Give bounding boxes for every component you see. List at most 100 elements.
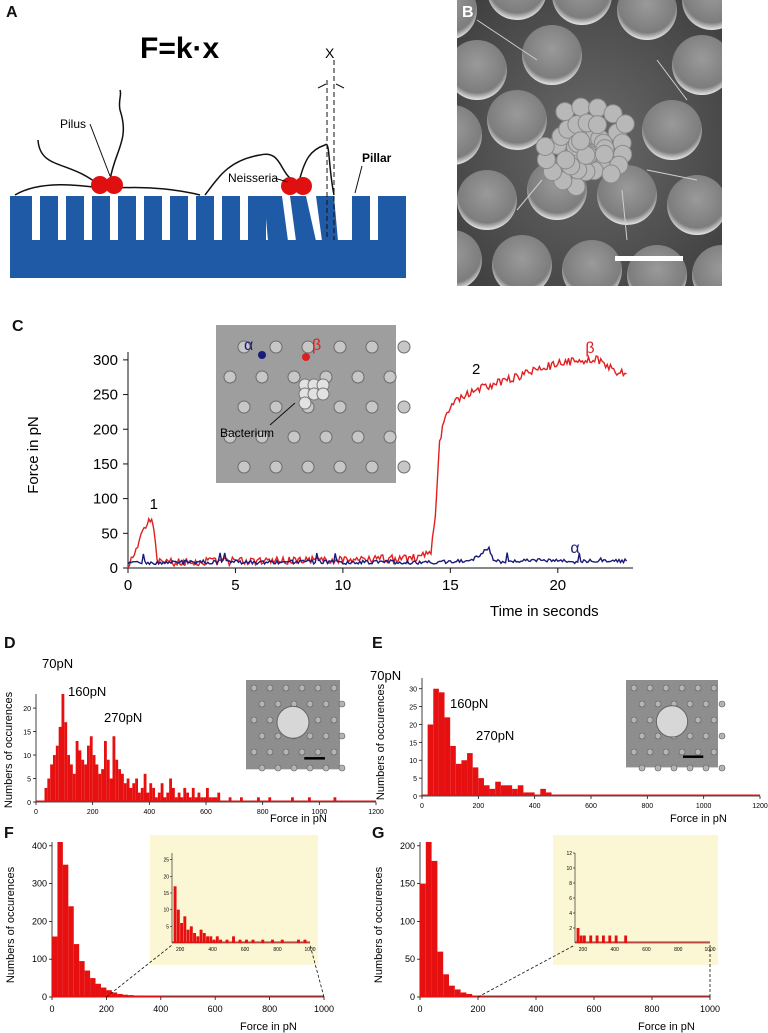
histogram-bar (146, 792, 150, 802)
inset-x-tick-label: 600 (642, 947, 651, 953)
sem-pillar (492, 235, 552, 286)
inset-y-tick-label: 4 (569, 911, 572, 917)
sem-pillar (552, 0, 612, 25)
histogram-bar (466, 993, 473, 997)
sem-pillar (457, 105, 482, 165)
inset-histogram-bar (261, 939, 265, 943)
inset-histogram-bar (608, 935, 612, 943)
series-line-alpha (127, 545, 628, 566)
histogram-bar (89, 736, 93, 802)
y-tick-label: 150 (93, 456, 118, 473)
inset-histogram-bar (280, 939, 284, 943)
histogram-bar (172, 787, 175, 802)
inset-pillar (301, 460, 315, 474)
thumbnail-pillar (678, 684, 686, 692)
annotation-70pn: 70pN (370, 668, 401, 683)
y-tick-label: 10 (23, 753, 31, 760)
histogram-bar (87, 745, 90, 802)
inset-x-tick-label: 400 (611, 947, 620, 953)
panel-letter-f: F (4, 825, 14, 842)
histogram-bar (67, 755, 70, 802)
annotation-70pn: 70pN (42, 656, 73, 671)
inset-pillar (237, 340, 251, 354)
histogram-bar (58, 726, 62, 802)
panel-letter-b: B (462, 4, 474, 21)
inset-histogram-bar (624, 935, 628, 943)
histogram-bar (163, 797, 167, 802)
histogram-bar (121, 773, 124, 802)
thumbnail-pillar (638, 764, 646, 772)
bacterium-diplococcus (105, 176, 123, 194)
pilus-line (204, 153, 291, 196)
thumbnail-pillar (282, 684, 290, 692)
inset-histogram-bar (183, 916, 187, 943)
histogram-bar (139, 995, 145, 997)
sem-pillar (627, 245, 687, 286)
thumbnail-pillar (646, 716, 654, 724)
histogram-bar (200, 797, 204, 802)
inset-histogram-bar (576, 928, 580, 943)
inset-x-tick-label: 800 (674, 947, 683, 953)
sem-pillar (672, 35, 722, 95)
inset-y-tick-label: 8 (569, 881, 572, 887)
x-tick-label: 600 (208, 1004, 223, 1014)
histogram-bar (180, 797, 184, 802)
y-tick-label: 5 (27, 777, 31, 784)
annotation-160pn: 160pN (68, 684, 106, 699)
histogram-bar (140, 787, 144, 802)
sem-pillar (642, 100, 702, 160)
inset-pillar (365, 460, 379, 474)
histogram-bar (540, 788, 546, 796)
histogram-bar (101, 769, 104, 802)
inset-pillar (269, 400, 283, 414)
inset-x-tick-label: 800 (273, 947, 282, 953)
y-tick-label: 200 (400, 841, 415, 851)
thumbnail-pillar (686, 764, 694, 772)
inset-pillar (287, 430, 301, 444)
thumbnail-pillar (314, 748, 322, 756)
histogram-bar (95, 764, 99, 802)
pillar (222, 196, 240, 242)
histogram-bar (438, 692, 445, 796)
x-tick-label: 800 (257, 809, 269, 816)
x-axis-label: Force in pN (270, 813, 327, 825)
histogram-bar (166, 792, 170, 802)
y-tick-label: 100 (32, 954, 47, 964)
histogram-bar (194, 797, 198, 802)
y-axis-label: Numbers of occurences (5, 866, 17, 983)
x-label: X (325, 45, 335, 61)
inset-histogram-bar (245, 939, 248, 943)
x-tick-label: 400 (529, 803, 541, 810)
inset-y-tick-label: 5 (166, 924, 169, 930)
inset-histogram-bar (251, 939, 255, 943)
thumbnail-pillar (298, 684, 306, 692)
histogram-bar (55, 745, 59, 802)
histogram-bar (72, 773, 76, 802)
x-tick-label: 0 (49, 1004, 54, 1014)
thumbnail-pillar (338, 732, 346, 740)
y-tick-label: 400 (32, 841, 47, 851)
beta-label: β (585, 340, 594, 357)
histogram-bar (472, 995, 478, 997)
inset-histogram-bar (579, 935, 583, 943)
histogram-bar (308, 797, 311, 802)
y-tick-label: 50 (405, 954, 415, 964)
histogram-bar (427, 724, 434, 796)
inset-y-tick-label: 25 (163, 858, 169, 864)
bacterium-cell (571, 97, 591, 117)
inset-histogram-bar (582, 935, 586, 943)
inset-histogram-bar (199, 929, 203, 943)
sem-pillar (667, 175, 722, 235)
histogram-bar (68, 906, 74, 997)
annotation-160pn: 160pN (450, 696, 488, 711)
y-tick-label: 30 (409, 687, 417, 694)
x-tick-label: 800 (262, 1004, 277, 1014)
histogram-bar (84, 970, 91, 997)
x-tick-label: 800 (644, 1004, 659, 1014)
thumbnail-pillar (306, 700, 314, 708)
thumbnail-pillar (694, 684, 702, 692)
histogram-bar (155, 797, 158, 802)
histogram-bar (122, 994, 129, 997)
sem-pillar (457, 230, 482, 286)
inset-histogram-bar (271, 939, 274, 943)
